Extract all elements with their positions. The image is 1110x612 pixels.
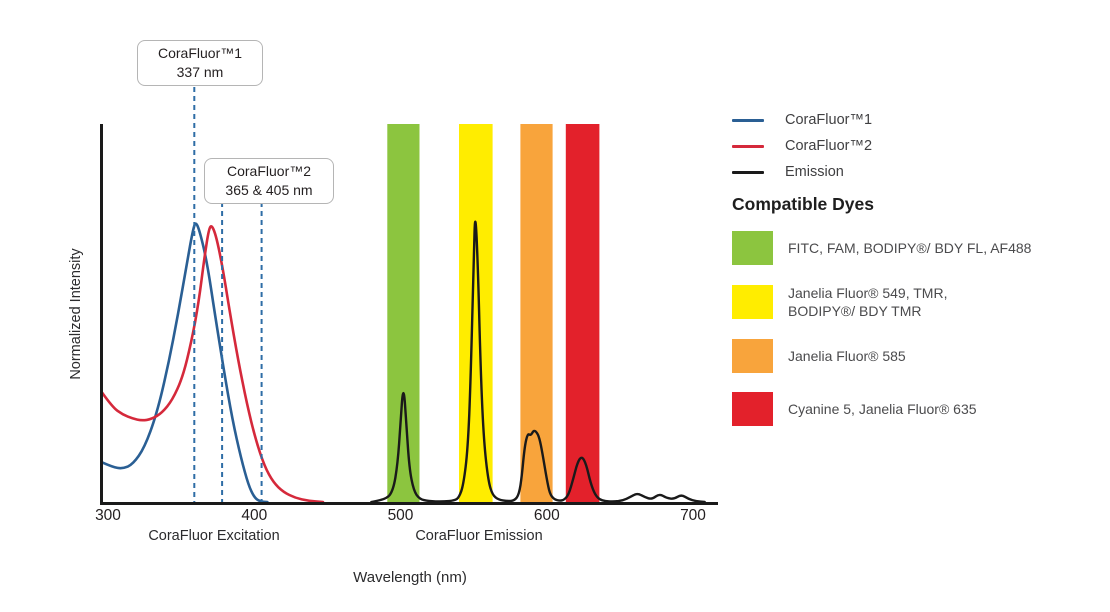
legend-label: CoraFluor™1	[785, 112, 873, 128]
curve-emission	[370, 220, 706, 504]
dye-item-yellow: Janelia Fluor® 549, TMR, BODIPY®/ BDY TM…	[732, 284, 1104, 320]
legend-item-emission: Emission	[732, 162, 1104, 182]
x-tick-label: 600	[533, 507, 560, 524]
callout-corafluor1-title: CoraFluor™1	[157, 45, 243, 61]
x-axis-title: Wavelength (nm)	[353, 569, 467, 586]
callout-corafluor2-value: 365 & 405 nm	[225, 182, 313, 198]
compatible-dyes-title: Compatible Dyes	[732, 194, 874, 214]
callout-corafluor1-value: 337 nm	[176, 64, 224, 80]
y-axis-title: Normalized Intensity	[68, 248, 84, 380]
red-band-swatch-icon	[732, 392, 773, 426]
dye-item-red: Cyanine 5, Janelia Fluor® 635	[732, 392, 1104, 426]
dye-item-green: FITC, FAM, BODIPY®/ BDY FL, AF488	[732, 231, 1104, 265]
legend-item-corafluor2: CoraFluor™2	[732, 136, 1104, 156]
legend-item-corafluor1: CoraFluor™1	[732, 110, 1104, 130]
legend-label: CoraFluor™2	[785, 138, 873, 154]
x-tick-label: 300	[95, 507, 121, 524]
dye-label-line: Janelia Fluor® 585	[788, 348, 906, 364]
red-line-swatch-icon	[732, 144, 764, 148]
curve-corafluor1-excitation	[100, 222, 269, 504]
dye-label-line: BODIPY®/ BDY TMR	[788, 303, 922, 319]
x-tick-label: 500	[387, 507, 414, 524]
legend-label: Emission	[785, 164, 844, 180]
green-band-swatch-icon	[732, 231, 773, 265]
filter-band-red-cy5	[565, 124, 600, 502]
dye-item-orange: Janelia Fluor® 585	[732, 339, 1104, 373]
blue-line-swatch-icon	[732, 118, 764, 122]
x-region-label-excitation: CoraFluor Excitation	[148, 528, 280, 544]
callout-corafluor1: CoraFluor™1 337 nm	[137, 40, 263, 86]
callout-corafluor2: CoraFluor™2 365 & 405 nm	[204, 158, 334, 204]
yellow-band-swatch-icon	[732, 285, 773, 319]
callout-corafluor2-title: CoraFluor™2	[226, 163, 312, 179]
dye-label: Janelia Fluor® 585	[788, 347, 906, 365]
filter-band-yellow-jf549	[459, 124, 493, 502]
dye-label: Janelia Fluor® 549, TMR, BODIPY®/ BDY TM…	[788, 284, 947, 320]
dye-label-line: Janelia Fluor® 549, TMR,	[788, 285, 948, 301]
filter-band-green-fitc	[387, 124, 420, 502]
dye-label: Cyanine 5, Janelia Fluor® 635	[788, 400, 977, 418]
black-line-swatch-icon	[732, 170, 764, 174]
x-tick-label: 700	[680, 507, 706, 524]
curve-corafluor2-excitation	[100, 225, 325, 504]
dye-label-line: Cyanine 5, Janelia Fluor® 635	[788, 401, 977, 417]
dye-label: FITC, FAM, BODIPY®/ BDY FL, AF488	[788, 239, 1031, 257]
legend-panel: CoraFluor™1 CoraFluor™2 Emission Compati…	[732, 110, 1104, 445]
dye-label-line: FITC, FAM, BODIPY®/ BDY FL, AF488	[788, 240, 1032, 256]
x-region-label-emission: CoraFluor Emission	[415, 528, 543, 544]
orange-band-swatch-icon	[732, 339, 773, 373]
x-tick-label: 400	[241, 507, 268, 524]
